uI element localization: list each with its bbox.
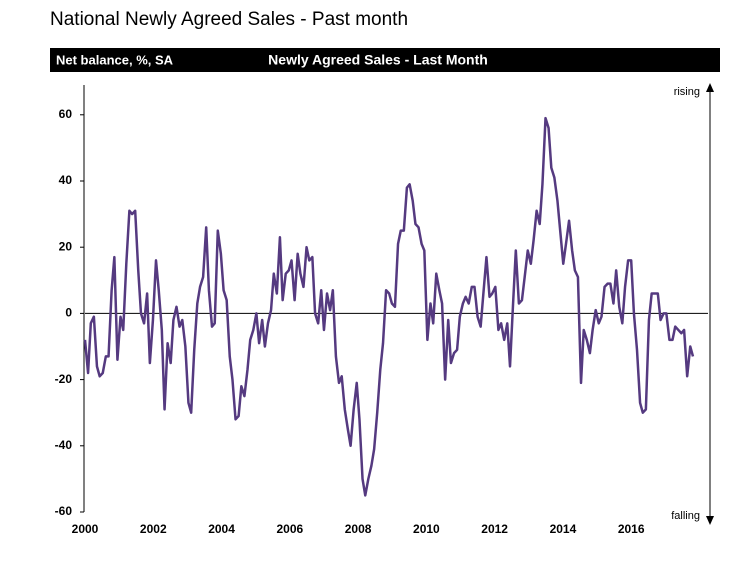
- chart-title: National Newly Agreed Sales - Past month: [50, 9, 408, 30]
- x-tick-label: 2002: [140, 522, 167, 536]
- x-tick-label: 2012: [481, 522, 508, 536]
- header-bar: [50, 48, 720, 72]
- arrow-head: [706, 516, 714, 525]
- y-tick-label: -40: [55, 438, 73, 452]
- y-tick-label: 60: [59, 107, 73, 121]
- subtitle: Newly Agreed Sales - Last Month: [268, 52, 488, 68]
- x-tick-label: 2014: [550, 522, 577, 536]
- y-axis-label: Net balance, %, SA: [56, 52, 174, 67]
- y-tick-label: -20: [55, 372, 73, 386]
- annotation: rising: [674, 86, 700, 98]
- y-tick-label: 40: [59, 173, 73, 187]
- y-tick-label: 20: [59, 239, 73, 253]
- x-tick-label: 2004: [208, 522, 235, 536]
- arrow-head: [706, 83, 714, 92]
- data-line: [83, 116, 695, 497]
- y-tick-label: 0: [65, 306, 72, 320]
- x-tick-label: 2006: [276, 522, 303, 536]
- x-tick-label: 2016: [618, 522, 645, 536]
- x-tick-label: 2000: [72, 522, 99, 536]
- x-tick-label: 2010: [413, 522, 440, 536]
- annotation: falling: [671, 510, 700, 522]
- x-tick-label: 2008: [345, 522, 372, 536]
- y-tick-label: -60: [55, 504, 73, 518]
